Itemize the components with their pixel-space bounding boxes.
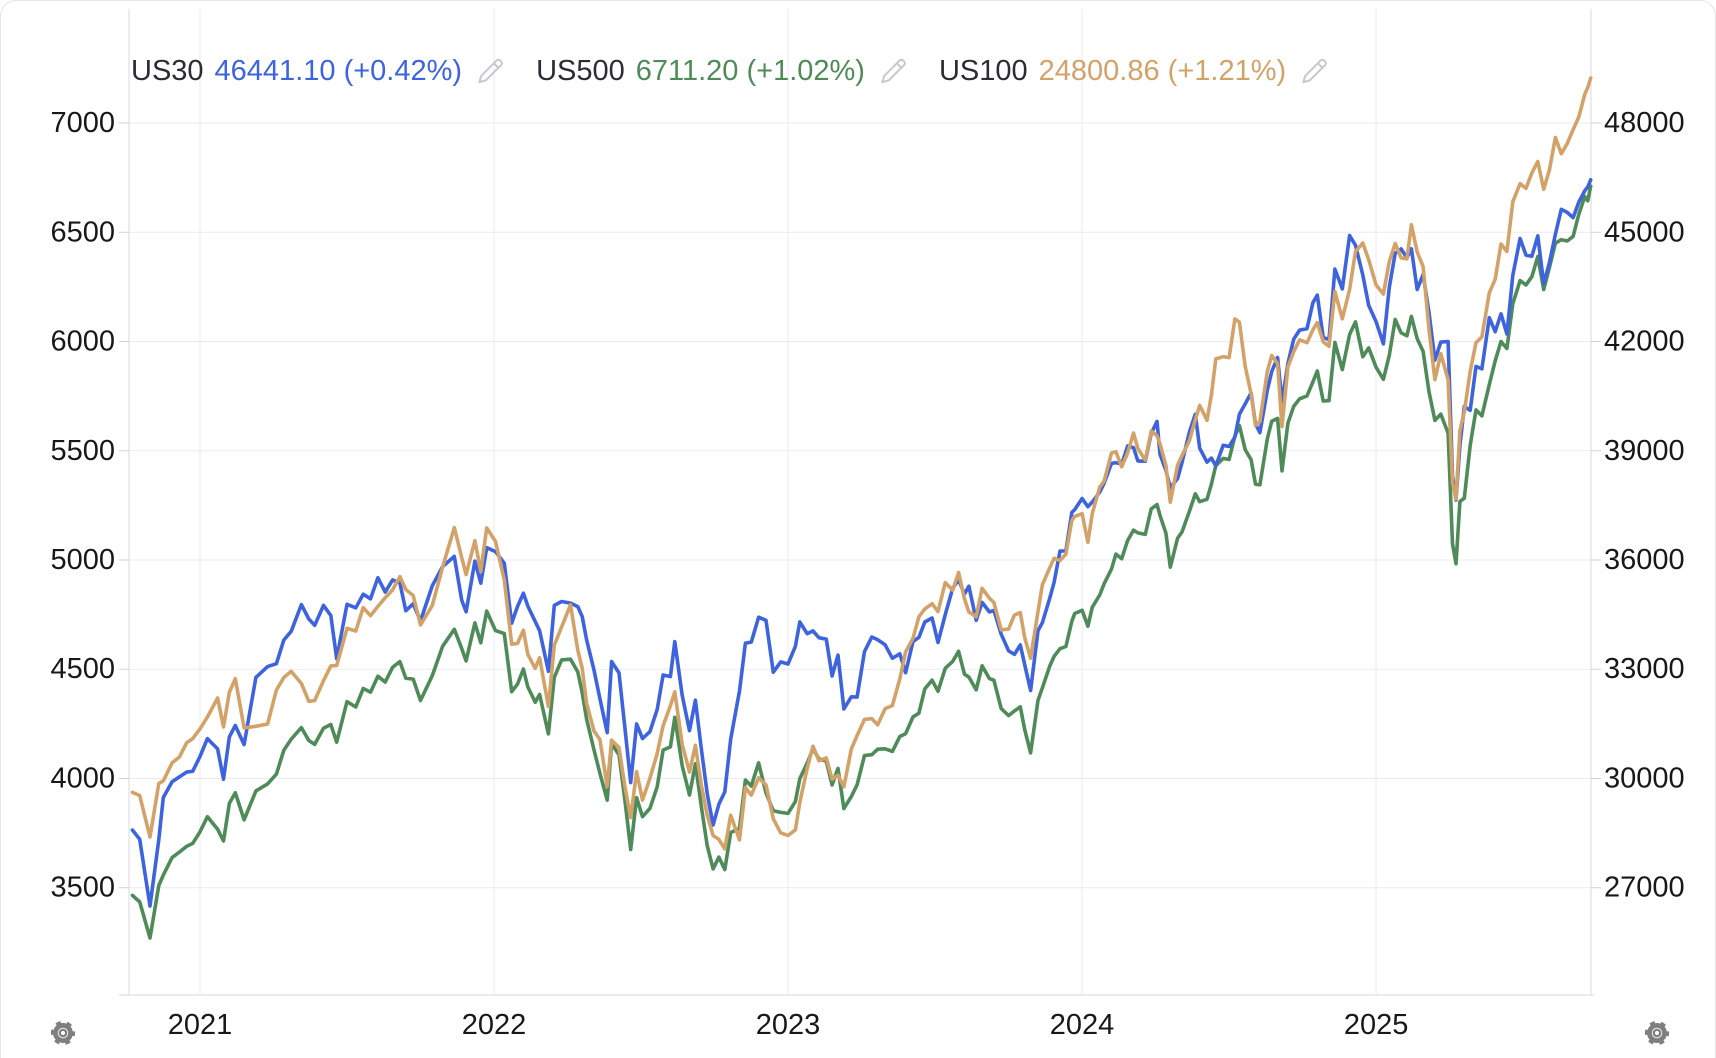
pencil-icon[interactable] — [877, 55, 909, 87]
y-axis-label-left: 6500 — [50, 216, 115, 248]
y-axis-label-right: 33000 — [1604, 653, 1685, 685]
legend-symbol: US100 — [938, 55, 1028, 87]
y-axis-label-right: 39000 — [1604, 435, 1685, 467]
y-axis-label-right: 30000 — [1604, 762, 1685, 794]
legend-item-us500: US500 6711.20 (+1.02%) — [536, 53, 909, 89]
y-axis-label-left: 3500 — [50, 872, 115, 904]
y-axis-label-right: 48000 — [1604, 107, 1685, 139]
y-axis-label-left: 5500 — [50, 435, 115, 467]
legend-value: 6711.20 (+1.02%) — [636, 53, 865, 89]
y-axis-label-left: 4500 — [50, 653, 115, 685]
series-line-us500 — [130, 184, 1593, 940]
series-line-us30 — [130, 178, 1593, 908]
legend-last-price: 24800.86 — [1038, 55, 1160, 87]
legend-symbol: US500 — [536, 55, 625, 87]
x-axis-label: 2025 — [1344, 1009, 1409, 1041]
pencil-icon[interactable] — [1298, 55, 1330, 87]
y-axis-label-left: 5000 — [50, 544, 115, 576]
legend-item-us100: US100 24800.86 (+1.21%) — [939, 53, 1330, 89]
legend-symbol: US30 — [131, 55, 204, 87]
series-line-us100 — [130, 76, 1593, 851]
pencil-icon[interactable] — [474, 55, 506, 87]
y-axis-label-left: 4000 — [50, 762, 115, 794]
legend: US30 46441.10 (+0.42%) US500 6711.20 (+1… — [131, 53, 1360, 89]
legend-value: 24800.86 (+1.21%) — [1039, 53, 1287, 89]
y-axis-label-right: 45000 — [1604, 216, 1685, 248]
legend-item-us30: US30 46441.10 (+0.42%) — [131, 53, 506, 89]
y-axis-label-right: 36000 — [1604, 544, 1685, 576]
legend-change-pct: (+1.02%) — [746, 55, 865, 87]
x-axis-label: 2024 — [1050, 1009, 1115, 1041]
legend-last-price: 46441.10 — [214, 55, 336, 87]
legend-change-pct: (+1.21%) — [1167, 55, 1287, 87]
y-axis-label-right: 27000 — [1604, 872, 1685, 904]
y-axis-label-left: 6000 — [50, 326, 115, 358]
x-axis-label: 2021 — [168, 1009, 233, 1041]
legend-change-pct: (+0.42%) — [343, 55, 463, 87]
x-axis-label: 2022 — [462, 1009, 527, 1041]
y-axis-label-left: 7000 — [50, 107, 115, 139]
legend-last-price: 6711.20 — [635, 55, 739, 87]
settings-gear-icon[interactable] — [1638, 1014, 1676, 1052]
y-axis-label-right: 42000 — [1604, 326, 1685, 358]
x-axis-label: 2023 — [756, 1009, 821, 1041]
legend-value: 46441.10 (+0.42%) — [215, 53, 463, 89]
settings-gear-icon[interactable] — [44, 1014, 82, 1052]
